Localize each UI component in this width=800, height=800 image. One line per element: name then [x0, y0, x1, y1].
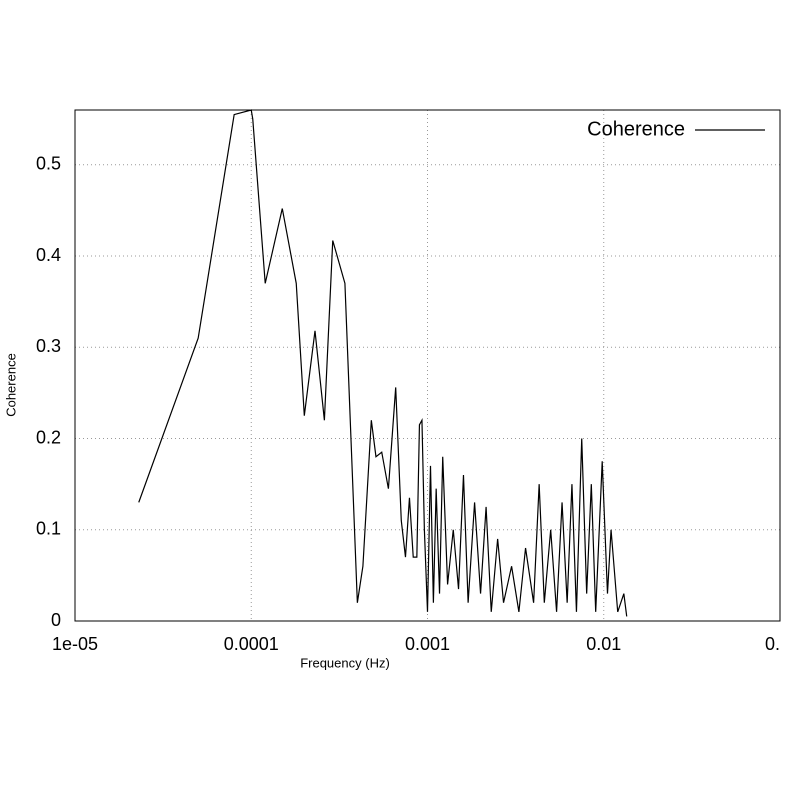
y-tick-label: 0.4	[36, 245, 61, 265]
data-line	[138, 109, 628, 617]
y-tick-label: 0.1	[36, 519, 61, 539]
y-tick-label: 0.2	[36, 427, 61, 447]
legend-label: Coherence	[587, 118, 685, 140]
plot-frame	[74, 109, 781, 622]
x-tick-label: 0.01	[586, 634, 621, 654]
x-tick-label: 1e-05	[52, 634, 98, 654]
x-axis-label: Frequency (Hz)	[300, 655, 390, 670]
x-tick-label: 0.0001	[224, 634, 279, 654]
x-tick-label: 0.001	[405, 634, 450, 654]
x-tick-label: 0.	[765, 634, 780, 654]
y-tick-label: 0.3	[36, 336, 61, 356]
y-axis-label: Coherence	[3, 353, 18, 417]
y-tick-label: 0.5	[36, 154, 61, 174]
y-tick-label: 0	[51, 610, 61, 630]
